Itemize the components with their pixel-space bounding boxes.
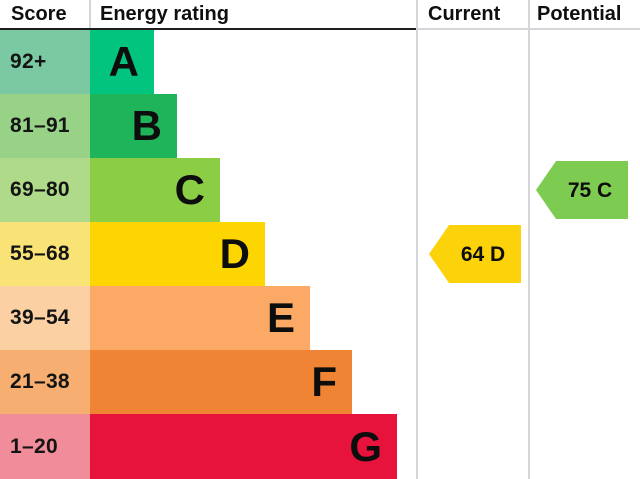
band-row-a: 92+ A bbox=[0, 30, 154, 94]
header-underline-dark bbox=[0, 28, 417, 30]
band-bar-c: C bbox=[90, 158, 220, 222]
header-score-divider bbox=[89, 0, 91, 28]
header-score: Score bbox=[11, 3, 67, 25]
current-rating-value: 64 D bbox=[461, 243, 505, 266]
score-range-f: 21–38 bbox=[0, 350, 90, 414]
score-range-a: 92+ bbox=[0, 30, 90, 94]
score-range-b: 81–91 bbox=[0, 94, 90, 158]
band-row-d: 55–68 D bbox=[0, 222, 265, 286]
band-bar-d: D bbox=[90, 222, 265, 286]
header-current: Current bbox=[428, 3, 501, 25]
potential-arrow-shape bbox=[536, 161, 628, 219]
band-row-g: 1–20 G bbox=[0, 414, 397, 479]
header-energy-rating: Energy rating bbox=[100, 3, 229, 25]
band-row-e: 39–54 E bbox=[0, 286, 310, 350]
potential-column-divider bbox=[528, 0, 530, 479]
score-range-g: 1–20 bbox=[0, 414, 90, 479]
header-potential: Potential bbox=[537, 3, 622, 25]
current-arrow-shape bbox=[429, 225, 521, 283]
current-column-divider bbox=[416, 0, 418, 479]
score-range-d: 55–68 bbox=[0, 222, 90, 286]
band-bar-a: A bbox=[90, 30, 154, 94]
band-row-b: 81–91 B bbox=[0, 94, 177, 158]
potential-rating-arrow: 75 C bbox=[536, 161, 628, 219]
band-row-c: 69–80 C bbox=[0, 158, 220, 222]
band-bar-f: F bbox=[90, 350, 352, 414]
score-range-c: 69–80 bbox=[0, 158, 90, 222]
current-rating-arrow: 64 D bbox=[429, 225, 521, 283]
band-bar-b: B bbox=[90, 94, 177, 158]
band-bar-e: E bbox=[90, 286, 310, 350]
band-bar-g: G bbox=[90, 414, 397, 479]
potential-rating-value: 75 C bbox=[568, 179, 612, 202]
score-range-e: 39–54 bbox=[0, 286, 90, 350]
band-row-f: 21–38 F bbox=[0, 350, 352, 414]
